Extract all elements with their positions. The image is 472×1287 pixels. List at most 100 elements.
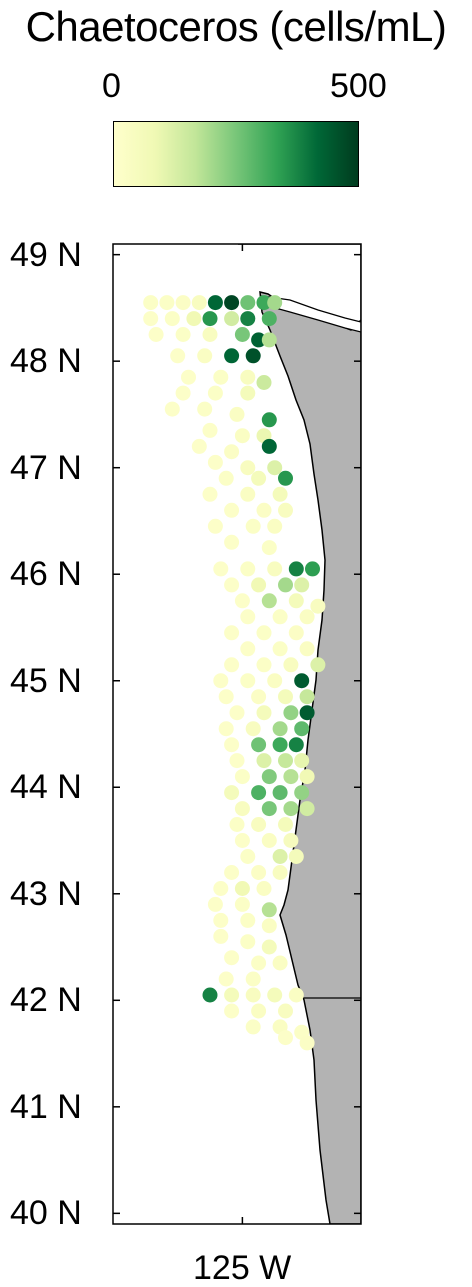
data-point-87 — [240, 673, 256, 689]
data-point-142 — [261, 918, 277, 934]
colorbar — [113, 121, 359, 187]
data-point-22 — [170, 348, 186, 364]
data-point-155 — [288, 987, 304, 1003]
data-point-66 — [251, 577, 267, 593]
strait-water — [260, 295, 361, 333]
data-point-78 — [288, 625, 304, 641]
data-point-71 — [288, 593, 304, 609]
data-point-3 — [191, 295, 207, 311]
y-tick-label-41n: 41 N — [10, 1087, 82, 1126]
data-point-43 — [207, 454, 223, 470]
data-point-72 — [310, 598, 326, 614]
data-point-89 — [294, 673, 310, 689]
data-point-62 — [267, 561, 283, 577]
colorbar-max-label: 500 — [330, 67, 387, 105]
data-point-2 — [175, 295, 191, 311]
data-point-108 — [278, 753, 293, 769]
data-point-150 — [245, 971, 261, 987]
data-point-1 — [159, 295, 175, 311]
data-point-65 — [224, 577, 240, 593]
y-tick-label-45n: 45 N — [10, 661, 82, 700]
data-point-37 — [202, 422, 218, 438]
data-point-38 — [234, 428, 250, 444]
data-point-29 — [256, 375, 272, 390]
data-point-157 — [251, 1003, 267, 1019]
data-point-88 — [267, 673, 283, 689]
data-point-17 — [175, 327, 191, 342]
data-point-76 — [224, 625, 240, 641]
data-point-20 — [251, 332, 267, 348]
data-point-130 — [288, 849, 304, 864]
data-point-134 — [213, 881, 229, 896]
data-point-135 — [234, 881, 250, 896]
data-point-99 — [245, 721, 261, 737]
data-point-45 — [267, 460, 283, 476]
data-point-122 — [229, 817, 245, 832]
axis-ticks — [113, 244, 361, 1224]
data-point-145 — [261, 939, 277, 955]
data-point-85 — [310, 657, 326, 673]
data-point-151 — [202, 987, 218, 1003]
axes-frame — [112, 243, 362, 1225]
data-point-96 — [283, 705, 299, 721]
data-point-26 — [181, 369, 196, 385]
data-point-98 — [218, 721, 234, 737]
data-point-90 — [218, 689, 234, 705]
data-point-4 — [207, 295, 223, 311]
data-point-100 — [272, 721, 288, 737]
data-point-10 — [164, 311, 180, 327]
x-tick-label-125w: 125 W — [193, 1249, 292, 1287]
data-point-143 — [213, 928, 229, 944]
data-point-95 — [256, 705, 272, 721]
data-point-0 — [143, 295, 159, 311]
data-point-94 — [229, 705, 245, 721]
data-point-111 — [261, 769, 277, 785]
data-point-121 — [299, 801, 315, 817]
data-point-46 — [218, 470, 234, 486]
data-point-47 — [251, 470, 267, 486]
data-point-24 — [224, 348, 240, 364]
data-point-106 — [229, 753, 245, 769]
data-point-101 — [294, 721, 310, 737]
data-point-42 — [261, 438, 277, 454]
data-point-57 — [267, 518, 283, 534]
data-point-18 — [202, 327, 218, 342]
data-point-152 — [224, 987, 240, 1003]
data-point-141 — [240, 912, 256, 928]
data-point-67 — [278, 577, 293, 593]
data-point-59 — [261, 540, 277, 556]
data-point-118 — [234, 801, 250, 817]
data-point-91 — [251, 689, 267, 705]
data-point-19 — [234, 327, 250, 342]
data-point-6 — [240, 295, 256, 311]
data-point-144 — [240, 934, 256, 950]
data-point-158 — [278, 1003, 293, 1019]
data-point-68 — [294, 577, 310, 593]
data-point-112 — [283, 769, 299, 785]
data-point-41 — [224, 444, 240, 460]
data-point-163 — [299, 1035, 315, 1051]
data-point-34 — [197, 401, 213, 417]
data-points — [143, 295, 326, 1051]
data-point-40 — [191, 438, 207, 454]
data-point-33 — [164, 401, 180, 417]
data-point-77 — [256, 625, 272, 641]
data-point-58 — [224, 534, 240, 550]
data-point-119 — [261, 801, 277, 817]
data-point-140 — [213, 912, 229, 928]
data-point-103 — [251, 737, 267, 753]
data-point-48 — [278, 470, 293, 486]
data-point-14 — [240, 311, 256, 327]
data-point-129 — [272, 849, 288, 864]
data-point-23 — [197, 348, 213, 364]
data-point-50 — [240, 486, 256, 502]
data-point-27 — [213, 369, 229, 385]
map-title: Chaetoceros (cells/mL) — [25, 3, 447, 50]
data-point-64 — [305, 561, 320, 577]
data-point-84 — [283, 657, 299, 673]
y-tick-label-40n: 40 N — [10, 1194, 82, 1233]
data-point-81 — [299, 641, 315, 657]
data-point-60 — [213, 561, 229, 577]
data-point-123 — [251, 817, 267, 832]
data-point-127 — [283, 833, 299, 848]
